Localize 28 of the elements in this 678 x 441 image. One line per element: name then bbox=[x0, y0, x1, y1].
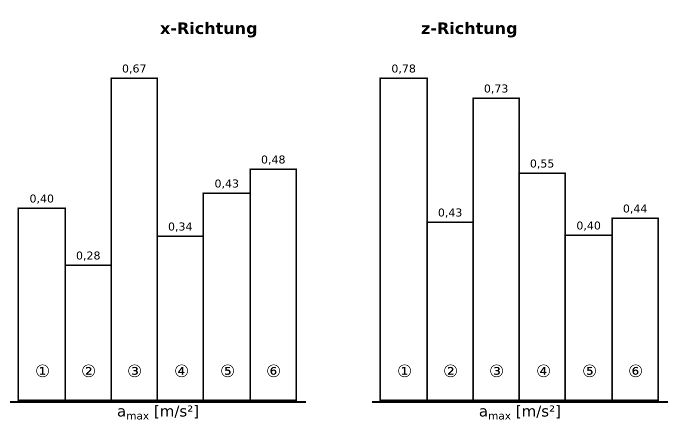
x-tick-label: ④ bbox=[536, 362, 552, 382]
chart-title: x-Richtung bbox=[160, 19, 258, 38]
x-tick-label: ⑥ bbox=[266, 362, 282, 382]
x-tick-label: ⑥ bbox=[628, 362, 644, 382]
data-label: 0,55 bbox=[530, 157, 554, 170]
x-tick-label: ① bbox=[397, 362, 412, 382]
data-label: 0,44 bbox=[622, 202, 648, 216]
x-tick-label: ③ bbox=[127, 362, 142, 382]
chart-title: z-Richtung bbox=[421, 19, 518, 38]
x-tick-label: ② bbox=[81, 362, 96, 382]
x-tick-label: ⑤ bbox=[582, 362, 598, 382]
x-axis-title: a$_{max}$ [m/s²] bbox=[117, 402, 200, 422]
data-label: 0,34 bbox=[168, 220, 192, 234]
x-axis-title: a$_{max}$ [m/s²] bbox=[478, 402, 561, 422]
x-tick-label: ② bbox=[443, 362, 458, 382]
data-label: 0,43 bbox=[438, 206, 462, 220]
data-label: 0,73 bbox=[484, 82, 508, 96]
data-label: 0,67 bbox=[122, 62, 146, 76]
x-tick-label: ③ bbox=[489, 362, 504, 382]
data-label: 0,43 bbox=[214, 177, 239, 190]
data-label: 0,48 bbox=[261, 153, 286, 166]
x-tick-label: ① bbox=[35, 362, 50, 382]
x-tick-label: ④ bbox=[174, 362, 190, 382]
data-label: 0,28 bbox=[76, 249, 100, 262]
x-tick-label: ⑤ bbox=[220, 362, 236, 382]
data-label: 0,78 bbox=[391, 62, 416, 76]
data-label: 0,40 bbox=[576, 219, 601, 232]
data-label: 0,40 bbox=[30, 192, 54, 206]
